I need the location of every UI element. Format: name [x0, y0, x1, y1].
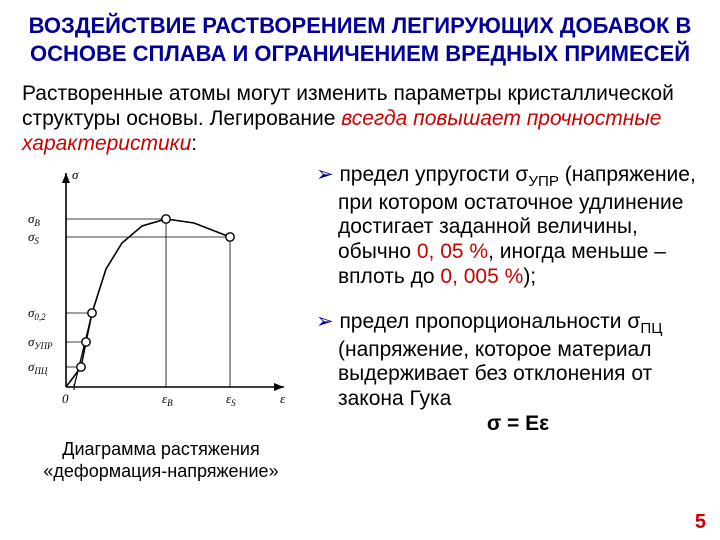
b2-formula-pre: σ = E: [487, 412, 539, 435]
bullet-1: ➢ предел упругости σУПР (напряжение, при…: [316, 163, 698, 290]
b2-sym: σ: [627, 310, 640, 333]
b1-sub: УПР: [528, 173, 559, 190]
svg-text:σS: σS: [28, 229, 39, 246]
b1-hl2: 0, 005 %: [440, 265, 523, 288]
intro-text: Растворенные атомы могут изменить параме…: [22, 81, 698, 157]
bullet-2: ➢ предел пропорциональности σПЦ (напряже…: [316, 310, 698, 437]
b1-t1: предел упругости: [339, 163, 515, 186]
caption-line1: Диаграмма растяжения: [62, 439, 259, 459]
b2-t1: предел пропорциональности: [339, 310, 627, 333]
b1-sym: σ: [515, 163, 528, 186]
bullet-arrow-icon: ➢: [316, 163, 339, 186]
page-title: ВОЗДЕЙСТВИЕ РАСТВОРЕНИЕМ ЛЕГИРУЮЩИХ ДОБА…: [22, 12, 698, 67]
intro-colon: :: [191, 132, 197, 155]
svg-text:σB: σB: [28, 211, 40, 228]
svg-text:0: 0: [62, 391, 69, 406]
svg-text:σ0,2: σ0,2: [28, 305, 46, 322]
svg-text:ε: ε: [280, 391, 286, 406]
svg-text:εB: εB: [162, 391, 173, 408]
b2-t2: (напряжение, которое материал выдерживае…: [338, 338, 652, 411]
stress-strain-chart: σ ε σПЦ σУПР σ0,2 σSσB 0 εB εS: [22, 163, 292, 418]
left-column: σ ε σПЦ σУПР σ0,2 σSσB 0 εB εS Диаграмма растяже…: [22, 163, 300, 483]
page-number: 5: [695, 511, 706, 534]
caption-line2: «деформация-напряжение»: [43, 461, 278, 481]
content-columns: σεσПЦσУПРσ0,2σSσB0εBεS Диаграмма растяже…: [22, 163, 698, 483]
b1-t4: );: [523, 265, 536, 288]
svg-text:εS: εS: [226, 391, 236, 408]
bullet-arrow-icon: ➢: [316, 310, 339, 333]
b2-formula-eps: ε: [539, 412, 549, 435]
svg-text:σ: σ: [72, 167, 79, 182]
right-column: ➢ предел упругости σУПР (напряжение, при…: [316, 163, 698, 483]
chart-caption: Диаграмма растяжения «деформация-напряже…: [22, 438, 300, 483]
b2-sub: ПЦ: [640, 320, 662, 337]
b1-hl1: 0, 05 %: [417, 240, 488, 263]
svg-text:σУПР: σУПР: [28, 334, 53, 351]
svg-text:σПЦ: σПЦ: [28, 359, 48, 376]
